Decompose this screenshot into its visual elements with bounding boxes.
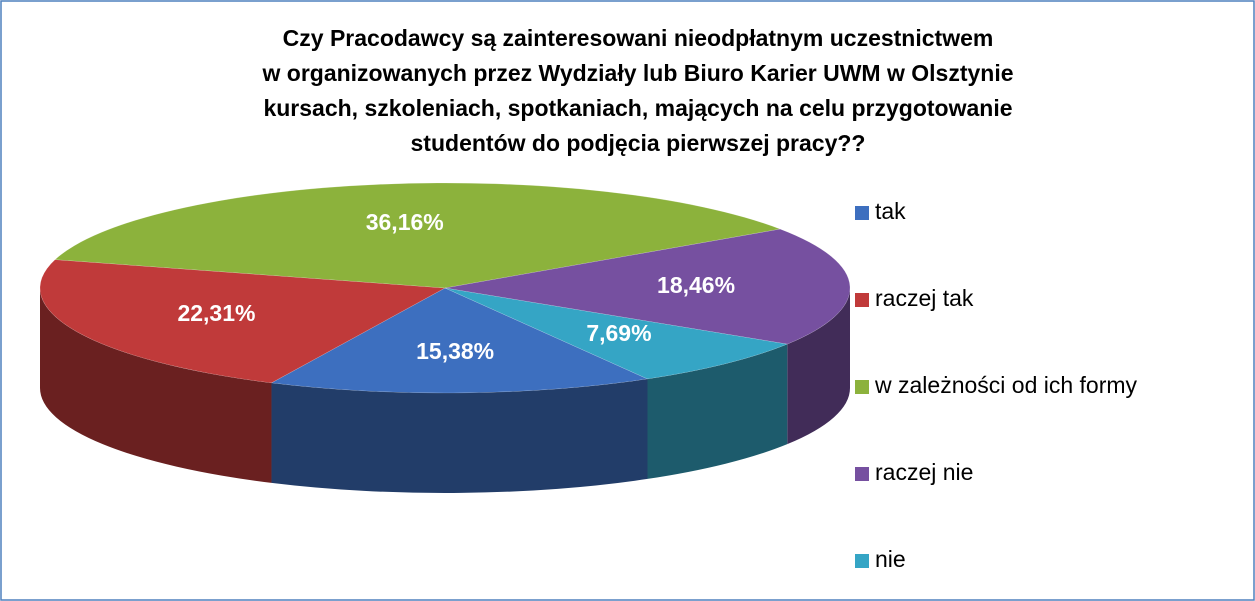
pie-tops <box>39 182 851 394</box>
slice-side <box>40 288 272 483</box>
data-label: 36,16% <box>366 209 444 235</box>
legend-swatch <box>855 554 869 568</box>
legend-swatch <box>855 206 869 220</box>
slice <box>39 259 446 384</box>
slice-side <box>787 288 850 445</box>
data-label: 22,31% <box>177 300 255 326</box>
chart-title-line: Czy Pracodawcy są zainteresowani nieodpł… <box>283 25 994 51</box>
chart-title-line: kursach, szkoleniach, spotkaniach, mając… <box>263 95 1012 121</box>
data-label: 18,46% <box>657 272 735 298</box>
pie-sides <box>40 288 850 493</box>
chart-title: Czy Pracodawcy są zainteresowani nieodpł… <box>261 25 1013 156</box>
legend-label: raczej tak <box>875 285 974 311</box>
slice-side <box>271 378 648 493</box>
slice <box>270 287 649 394</box>
legend-label: raczej nie <box>875 459 973 485</box>
slice <box>54 182 782 289</box>
slice <box>444 287 789 380</box>
chart-title-line: w organizowanych przez Wydziały lub Biur… <box>261 60 1013 86</box>
slice <box>444 228 851 345</box>
legend-swatch <box>855 467 869 481</box>
legend-swatch <box>855 293 869 307</box>
legend-label: tak <box>875 198 906 224</box>
data-labels: 15,38% 22,31% 36,16% 18,46%7,69% <box>177 209 735 364</box>
legend: tak raczej tak w zależności od ich formy ra… <box>855 198 1138 572</box>
chart-title-line: studentów do podjęcia pierwszej pracy?? <box>411 130 866 156</box>
data-label: 7,69% <box>586 320 651 346</box>
legend-swatch <box>855 380 869 394</box>
data-label: 15,38% <box>416 338 494 364</box>
slice-side <box>647 344 788 479</box>
legend-label: nie <box>875 546 906 572</box>
legend-label: w zależności od ich formy <box>874 372 1138 398</box>
